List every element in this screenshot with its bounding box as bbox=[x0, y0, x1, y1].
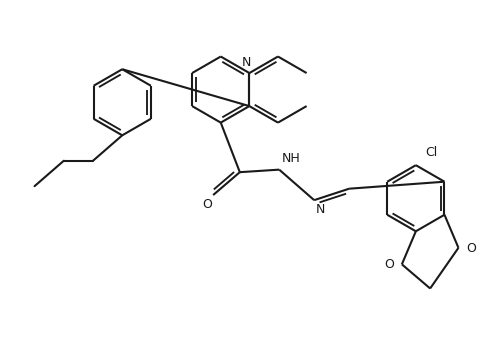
Text: N: N bbox=[316, 203, 325, 216]
Text: O: O bbox=[466, 242, 476, 255]
Text: N: N bbox=[242, 56, 251, 69]
Text: O: O bbox=[202, 198, 211, 210]
Text: Cl: Cl bbox=[425, 146, 438, 159]
Text: NH: NH bbox=[282, 151, 301, 165]
Text: O: O bbox=[385, 258, 394, 272]
